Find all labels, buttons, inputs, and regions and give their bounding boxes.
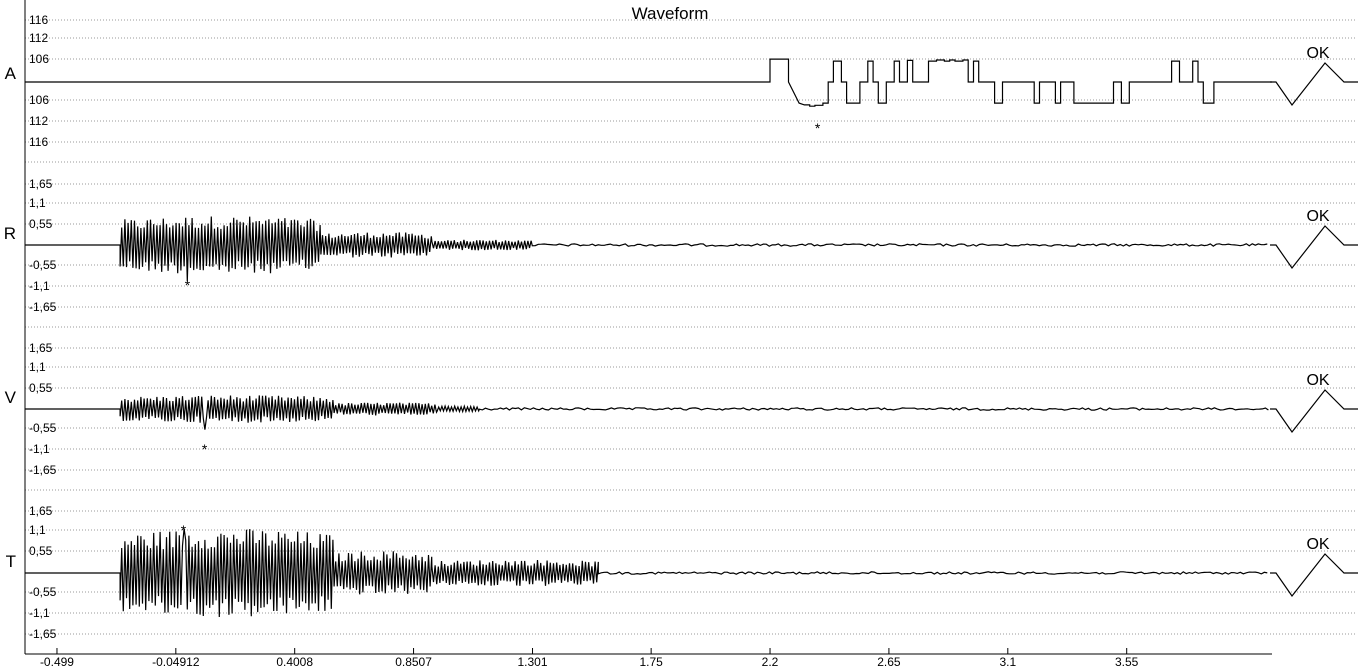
x-tick-label: -0.499 [40,655,74,669]
status-glyph [1270,389,1358,434]
channel-label: V [5,388,17,407]
status-label: OK [1306,208,1329,225]
y-tick-label: -1,1 [29,279,50,293]
y-tick-label: 1,65 [29,341,53,355]
y-tick-label: 112 [29,31,48,45]
x-tick-label: 3.1 [999,655,1016,669]
y-tick-label: 0,55 [29,217,53,231]
x-tick-label: 3.55 [1115,655,1139,669]
y-tick-label: -1,65 [29,463,57,477]
y-tick-label: 1,1 [29,196,46,210]
y-tick-label: 112 [29,114,48,128]
peak-marker: * [202,441,208,457]
channels: A 116 112 106 106 112 116 OK * R 1,65 1,1 0,55 -0,55 -… [4,13,1358,641]
y-tick-label: -0,55 [29,585,57,599]
y-tick-label: 1,65 [29,504,53,518]
channel-label: T [6,552,16,571]
x-tick-label: 1.301 [518,655,548,669]
peak-marker: * [185,277,191,293]
y-tick-label: -1,65 [29,300,57,314]
channel-r: R 1,65 1,1 0,55 -0,55 -1,1 -1,65 OK * [4,177,1358,314]
x-tick-label: 0.4008 [276,655,313,669]
x-tick-label: 2.65 [877,655,901,669]
channel-v: V 1,65 1,1 0,55 -0,55 -1,1 -1,65 OK * [5,341,1358,477]
y-tick-label: 0,55 [29,381,53,395]
waveform-t [25,528,1268,618]
status-glyph [1270,62,1358,107]
y-tick-label: -1,1 [29,442,50,456]
status-label: OK [1306,536,1329,553]
x-tick-label: -0.04912 [152,655,200,669]
status-glyph [1270,553,1358,598]
y-tick-label: 1,1 [29,360,46,374]
channel-a: A 116 112 106 106 112 116 OK * [5,13,1358,149]
y-tick-label: -0,55 [29,421,57,435]
x-tick-label: 0.8507 [395,655,432,669]
y-tick-label: 0,55 [29,544,53,558]
y-tick-label: 116 [29,13,48,27]
waveform-r [25,216,1268,282]
status-label: OK [1306,45,1329,62]
y-tick-label: -1,1 [29,606,50,620]
peak-marker: * [181,522,187,538]
x-tick-label: 1.75 [639,655,663,669]
x-axis-ticks: -0.499 -0.04912 0.4008 0.8507 1.301 1.75 2.2 2.… [40,648,1139,669]
y-tick-label: 116 [29,135,48,149]
y-tick-label: -1,65 [29,627,57,641]
channel-label: A [5,64,17,83]
axes [24,0,1272,655]
status-glyph [1270,225,1358,270]
chart-title: Waveform [632,4,709,23]
status-label: OK [1306,372,1329,389]
y-tick-label: 1,65 [29,177,53,191]
channel-label: R [4,224,16,243]
y-tick-label: 1,1 [29,523,46,537]
waveform-v [25,395,1269,430]
x-tick-label: 2.2 [762,655,779,669]
peak-marker: * [815,120,821,136]
y-tick-label: 106 [29,52,49,66]
channel-t: T 1,65 1,1 0,55 -0,55 -1,1 -1,65 OK * [6,504,1358,641]
waveform-a [25,58,1272,107]
y-tick-label: -0,55 [29,258,57,272]
y-tick-label: 106 [29,93,49,107]
